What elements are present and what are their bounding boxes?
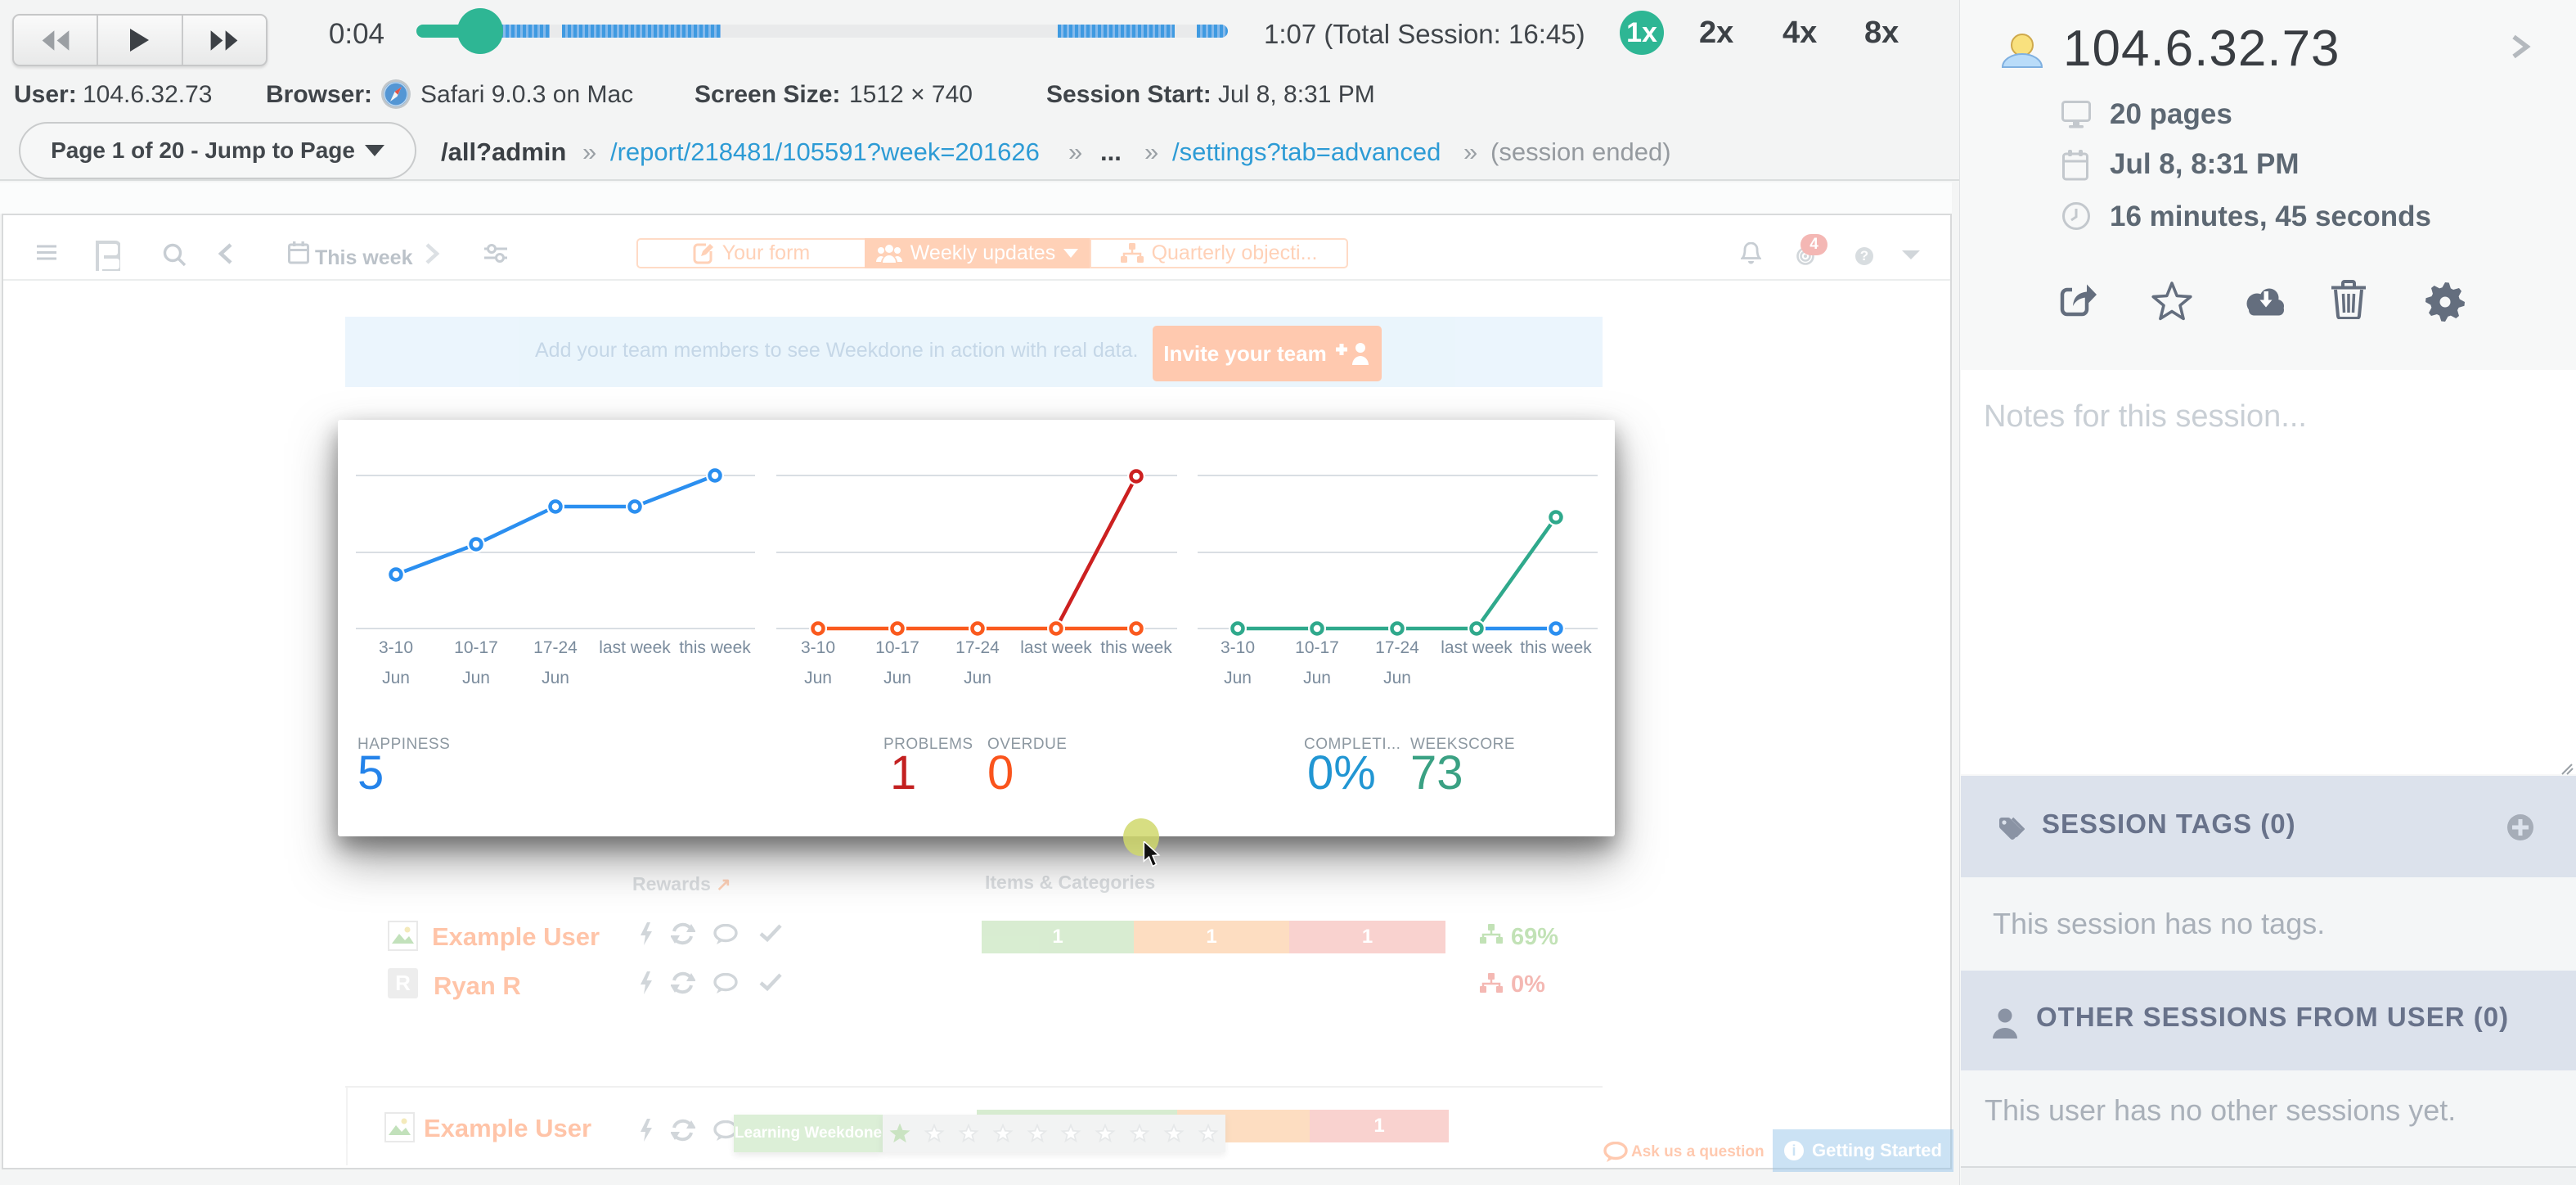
svg-text:last week: last week [599,638,671,657]
svg-text:3-10: 3-10 [801,638,835,657]
svg-text:10-17: 10-17 [875,638,919,657]
svg-text:Jun: Jun [542,669,569,687]
svg-text:Jun: Jun [382,669,410,687]
svg-text:this week: this week [1100,638,1172,657]
svg-text:3-10: 3-10 [1221,638,1255,657]
svg-text:10-17: 10-17 [1295,638,1339,657]
svg-text:3-10: 3-10 [379,638,413,657]
svg-text:10-17: 10-17 [454,638,498,657]
svg-text:Jun: Jun [1383,669,1411,687]
svg-text:last week: last week [1020,638,1092,657]
svg-text:last week: last week [1441,638,1513,657]
svg-text:Jun: Jun [462,669,490,687]
svg-text:17-24: 17-24 [1375,638,1419,657]
svg-text:17-24: 17-24 [955,638,1000,657]
svg-text:17-24: 17-24 [533,638,578,657]
svg-text:Jun: Jun [804,669,832,687]
svg-text:this week: this week [679,638,751,657]
svg-text:Jun: Jun [964,669,991,687]
svg-text:this week: this week [1520,638,1592,657]
svg-text:Jun: Jun [883,669,911,687]
svg-text:Jun: Jun [1224,669,1252,687]
svg-text:Jun: Jun [1303,669,1331,687]
